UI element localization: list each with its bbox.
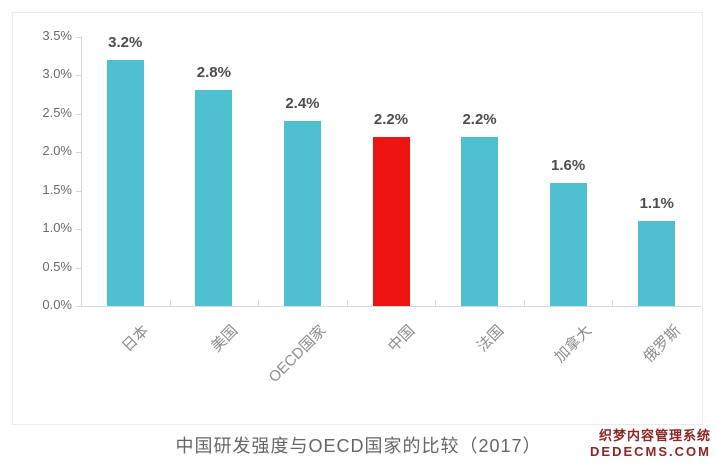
x-axis-tick-mark	[435, 300, 437, 306]
x-axis-tick-mark	[258, 300, 260, 306]
bar-value-label: 1.6%	[551, 156, 586, 174]
x-axis-tick-mark	[523, 300, 525, 306]
bar-value-label: 2.8%	[196, 64, 231, 82]
y-axis-tick-label: 1.5%	[42, 181, 72, 197]
x-axis-tick-mark	[169, 300, 171, 306]
bar-value-label: 2.2%	[462, 110, 497, 128]
y-axis-tick-label: 0.5%	[42, 258, 72, 274]
y-axis-tick-label: 3.5%	[42, 27, 72, 43]
x-axis-line	[81, 306, 701, 307]
y-axis-tick-mark	[76, 113, 81, 115]
y-axis-tick-mark	[76, 267, 81, 269]
bar-俄罗斯	[638, 221, 676, 306]
watermark-line1: 织梦内容管理系统	[598, 428, 711, 443]
y-axis-tick-label: 1.0%	[42, 220, 72, 235]
watermark: 织梦内容管理系统 DEDECMS.COM	[590, 428, 711, 460]
y-axis-tick-mark	[76, 75, 81, 76]
bar-日本	[106, 59, 144, 306]
bar-value-label: 2.4%	[285, 95, 320, 113]
bar-美国	[195, 90, 233, 306]
chart-title: 中国研发强度与OECD国家的比较（2017）	[175, 436, 542, 456]
bar-value-label: 1.1%	[639, 195, 674, 213]
x-axis-tick-mark	[346, 300, 348, 306]
y-axis-tick-label: 2.5%	[42, 104, 72, 120]
y-axis-tick-mark	[76, 229, 81, 230]
x-axis-tick-mark	[612, 300, 614, 306]
chart-frame: 3.2% 2.8% 2.4% 2.2% 2.2% 1.6% 1.1%	[12, 12, 703, 425]
y-axis-tick-label: 3.0%	[42, 66, 72, 81]
y-axis-tick-mark	[76, 190, 81, 192]
y-axis-tick-mark	[76, 152, 81, 153]
bar-加拿大	[549, 182, 587, 306]
y-axis-tick-label: 2.0%	[42, 143, 72, 158]
y-axis-tick-mark	[76, 306, 81, 307]
y-axis-tick-label: 0.0%	[42, 297, 72, 312]
bar-value-label: 3.2%	[108, 33, 143, 51]
bar-OECD国家	[283, 121, 321, 306]
watermark-line2: DEDECMS.COM	[590, 444, 711, 459]
bar-value-label: 2.2%	[373, 110, 409, 128]
bar-highlight-中国	[372, 136, 410, 306]
y-axis-line	[81, 36, 82, 306]
bar-法国	[461, 136, 499, 306]
y-axis-tick-mark	[76, 36, 81, 38]
